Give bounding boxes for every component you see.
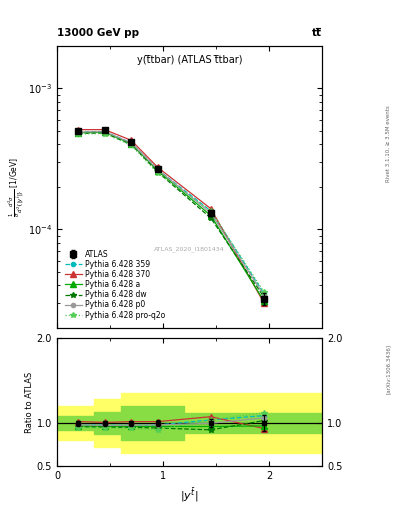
Pythia 6.428 370 [208,206,213,212]
Pythia 6.428 a [129,141,134,147]
Pythia 6.428 370 [262,300,266,306]
Pythia 6.428 359 [129,140,134,146]
Pythia 6.428 370 [129,137,134,143]
Pythia 6.428 dw [102,130,107,136]
Line: Pythia 6.428 a: Pythia 6.428 a [75,130,267,304]
Pythia 6.428 dw [129,141,134,147]
Pythia 6.428 a [155,168,160,174]
Pythia 6.428 dw [262,294,266,300]
Y-axis label: Ratio to ATLAS: Ratio to ATLAS [25,371,34,433]
Text: ATLAS_2020_I1801434: ATLAS_2020_I1801434 [154,246,225,252]
Pythia 6.428 a [208,212,213,219]
Pythia 6.428 pro-q2o [129,142,134,148]
Pythia 6.428 370 [102,126,107,133]
Pythia 6.428 a [102,129,107,135]
Pythia 6.428 359 [155,166,160,173]
Pythia 6.428 a [262,298,266,304]
Pythia 6.428 p0 [102,129,107,135]
Pythia 6.428 359 [102,129,107,135]
Pythia 6.428 p0 [76,129,81,135]
Pythia 6.428 pro-q2o [102,131,107,137]
Text: 13000 GeV pp: 13000 GeV pp [57,28,139,38]
X-axis label: $|y^{\bar{t}^{}}|$: $|y^{\bar{t}^{}}|$ [180,486,199,504]
Pythia 6.428 p0 [129,140,134,146]
Pythia 6.428 dw [208,215,213,221]
Pythia 6.428 359 [76,129,81,135]
Pythia 6.428 370 [76,126,81,133]
Pythia 6.428 p0 [155,166,160,173]
Pythia 6.428 359 [208,208,213,214]
Text: Rivet 3.1.10, ≥ 3.5M events: Rivet 3.1.10, ≥ 3.5M events [386,105,391,182]
Text: y(t̅tbar) (ATLAS t̅tbar): y(t̅tbar) (ATLAS t̅tbar) [137,55,242,65]
Pythia 6.428 a [76,130,81,136]
Text: tt̅: tt̅ [312,28,322,38]
Line: Pythia 6.428 dw: Pythia 6.428 dw [75,131,267,300]
Legend: ATLAS, Pythia 6.428 359, Pythia 6.428 370, Pythia 6.428 a, Pythia 6.428 dw, Pyth: ATLAS, Pythia 6.428 359, Pythia 6.428 37… [63,248,167,321]
Pythia 6.428 dw [155,169,160,175]
Y-axis label: $\frac{1}{\sigma}\frac{d^2\sigma}{d^2\{|y^{\bar{t}}|\}}$ [1/GeV]: $\frac{1}{\sigma}\frac{d^2\sigma}{d^2\{|… [6,157,27,217]
Pythia 6.428 dw [76,130,81,136]
Line: Pythia 6.428 359: Pythia 6.428 359 [76,130,266,295]
Pythia 6.428 p0 [208,210,213,216]
Pythia 6.428 pro-q2o [155,170,160,176]
Text: [arXiv:1306.3436]: [arXiv:1306.3436] [386,344,391,394]
Pythia 6.428 pro-q2o [76,131,81,137]
Pythia 6.428 359 [262,290,266,296]
Pythia 6.428 p0 [262,292,266,298]
Pythia 6.428 pro-q2o [208,208,213,214]
Line: Pythia 6.428 p0: Pythia 6.428 p0 [76,130,266,297]
Pythia 6.428 pro-q2o [262,289,266,295]
Line: Pythia 6.428 370: Pythia 6.428 370 [75,127,267,306]
Line: Pythia 6.428 pro-q2o: Pythia 6.428 pro-q2o [75,131,267,294]
Pythia 6.428 370 [155,164,160,170]
